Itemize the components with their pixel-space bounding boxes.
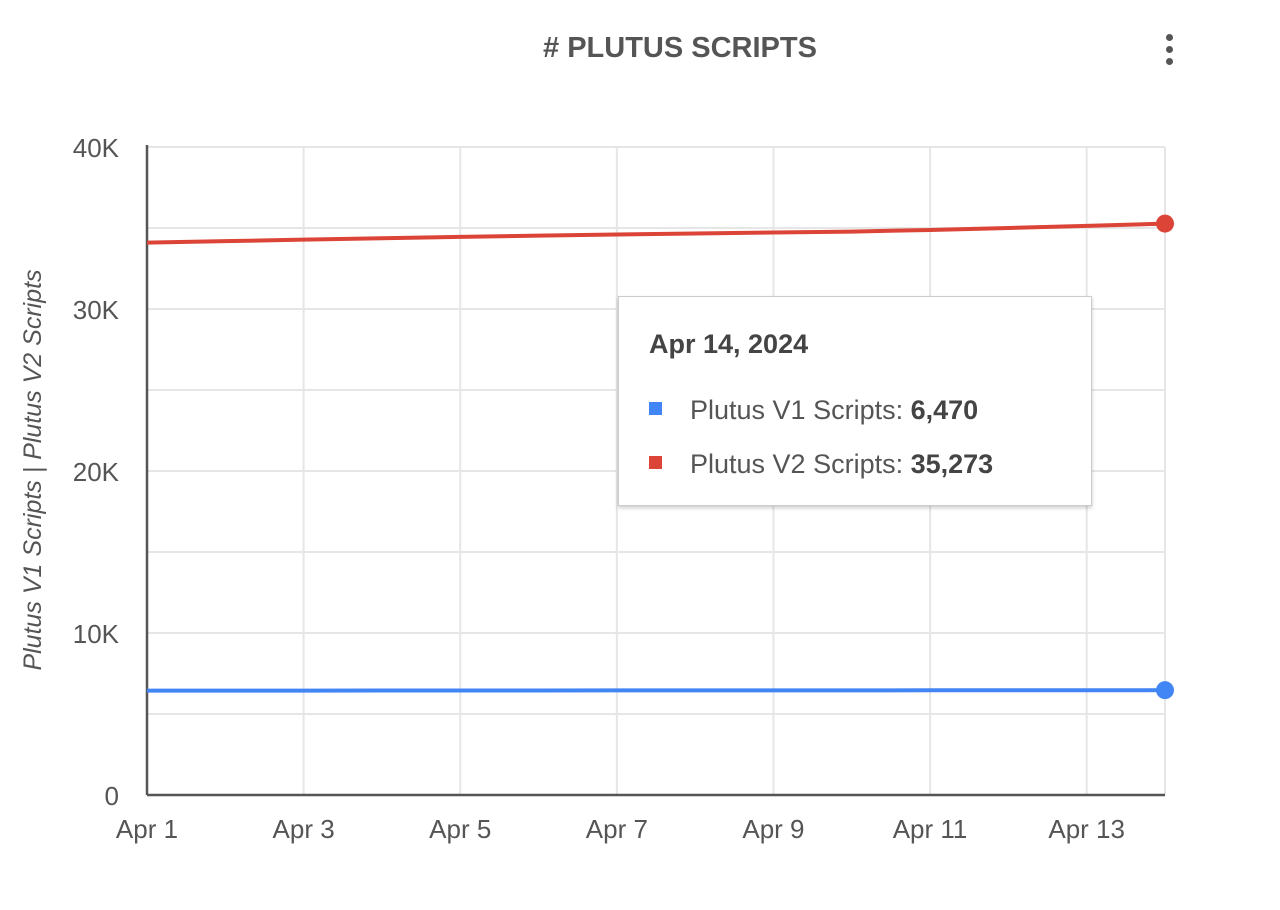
tooltip-row-v1: Plutus V1 Scripts: 6,470 [649, 395, 978, 426]
y-tick-label: 30K [73, 295, 120, 325]
y-tick-label: 20K [73, 457, 120, 487]
y-tick-label: 40K [73, 133, 120, 163]
y-axis-label: Plutus V1 Scripts | Plutus V2 Scripts [19, 269, 47, 670]
data-point [1156, 681, 1174, 700]
x-tick-label: Apr 13 [1048, 814, 1125, 844]
tooltip-date: Apr 14, 2024 [649, 329, 809, 359]
x-tick-label: Apr 7 [586, 814, 648, 844]
tooltip-label: Plutus V1 Scripts: [690, 395, 911, 425]
tooltip-label: Plutus V2 Scripts: [690, 449, 911, 479]
y-tick-label: 0 [105, 781, 119, 811]
x-tick-label: Apr 5 [429, 814, 491, 844]
more-vert-icon[interactable] [1157, 34, 1181, 70]
x-tick-label: Apr 3 [273, 814, 335, 844]
legend-swatch-v2 [649, 456, 662, 470]
series-line-2 [146, 221, 1166, 245]
tooltip: Apr 14, 2024 Plutus V1 Scripts: 6,470 Pl… [618, 296, 1092, 506]
tooltip-value: 6,470 [910, 395, 979, 425]
tooltip-row-v2: Plutus V2 Scripts: 35,273 [649, 449, 993, 480]
y-tick-label: 10K [73, 619, 120, 649]
x-tick-label: Apr 9 [742, 814, 804, 844]
data-point [1156, 214, 1174, 233]
tooltip-value: 35,273 [910, 449, 994, 479]
x-tick-label: Apr 11 [893, 814, 968, 844]
legend-swatch-v1 [649, 402, 662, 416]
x-tick-label: Apr 1 [116, 814, 178, 844]
chart-title: # PLUTUS SCRIPTS [543, 32, 817, 64]
